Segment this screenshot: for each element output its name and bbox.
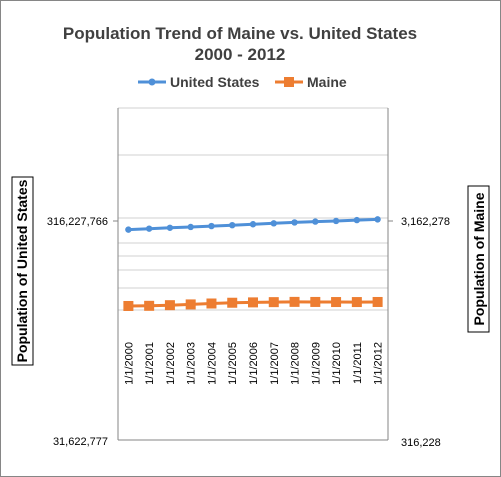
- data-point-maine: [372, 296, 383, 307]
- left-axis-title-box: Population of United States: [11, 176, 34, 366]
- data-point-united-states: [312, 218, 319, 225]
- legend-us-marker: [148, 78, 156, 86]
- legend-maine-label: Maine: [307, 74, 347, 90]
- legend-item-united-states: United States: [138, 74, 260, 90]
- chart-title: Population Trend of Maine vs. United Sta…: [63, 24, 417, 43]
- x-tick-label: 1/1/2004: [207, 342, 219, 385]
- x-tick-label: 1/1/2002: [165, 342, 177, 385]
- data-point-united-states: [145, 225, 153, 232]
- data-point-united-states: [166, 224, 174, 231]
- data-point-maine: [206, 298, 217, 309]
- data-point-maine: [144, 300, 155, 311]
- legend-maine-marker: [284, 77, 294, 87]
- data-point-united-states: [353, 216, 361, 224]
- data-point-maine: [351, 297, 362, 308]
- data-point-maine: [248, 297, 258, 308]
- x-tick-label: 1/1/2001: [144, 342, 156, 385]
- data-point-maine: [310, 296, 321, 307]
- data-point-maine: [331, 297, 342, 308]
- x-tick-label: 1/1/2009: [310, 342, 322, 385]
- x-tick-label: 1/1/2005: [227, 342, 239, 385]
- right-tick-label-upper: 3,162,278: [401, 216, 450, 228]
- left-axis-title-frame: [11, 176, 34, 366]
- legend-us-label: United States: [170, 74, 260, 90]
- axes: [113, 108, 393, 441]
- x-tick-label: 1/1/2011: [352, 342, 364, 384]
- right-axis-title-frame: [467, 185, 490, 333]
- x-tick-label: 1/1/2003: [186, 342, 198, 385]
- left-tick-label-lower: 31,622,777: [53, 436, 108, 448]
- x-tick-labels: 1/1/2000 1/1/2001 1/1/2002 1/1/2003 1/1/2004…: [123, 342, 384, 385]
- x-tick-label: 1/1/2008: [290, 342, 302, 385]
- x-tick-label: 1/1/2000: [123, 342, 135, 385]
- data-point-maine: [268, 297, 279, 308]
- data-point-united-states: [291, 219, 298, 226]
- chart-subtitle: 2000 - 2012: [195, 45, 286, 64]
- legend: United States Maine: [138, 74, 347, 90]
- data-point-maine: [164, 300, 175, 311]
- data-point-united-states: [208, 222, 215, 230]
- legend-item-maine: Maine: [275, 74, 347, 90]
- data-point-united-states: [374, 216, 381, 223]
- data-point-united-states: [332, 217, 340, 225]
- right-axis-title: Population of Maine: [471, 192, 487, 325]
- x-tick-label: 1/1/2006: [248, 342, 260, 385]
- gridlines: [118, 107, 388, 441]
- data-point-united-states: [270, 220, 277, 227]
- data-point-united-states: [125, 226, 132, 233]
- data-point-maine: [123, 300, 134, 311]
- data-point-united-states: [187, 223, 194, 231]
- x-tick-label: 1/1/2012: [373, 342, 385, 385]
- right-axis-title-box: Population of Maine: [467, 185, 490, 333]
- left-axis-title: Population of United States: [14, 179, 30, 362]
- data-point-maine: [185, 299, 196, 310]
- x-tick-label: 1/1/2007: [269, 342, 281, 385]
- right-tick-label-lower: 316,228: [401, 437, 441, 449]
- x-tick-label: 1/1/2010: [331, 342, 343, 385]
- data-point-maine: [289, 296, 300, 307]
- series-layer: [123, 216, 383, 311]
- left-tick-label-upper: 316,227,766: [47, 216, 108, 228]
- data-point-united-states: [249, 221, 257, 228]
- data-point-maine: [227, 297, 238, 308]
- data-point-united-states: [229, 221, 236, 229]
